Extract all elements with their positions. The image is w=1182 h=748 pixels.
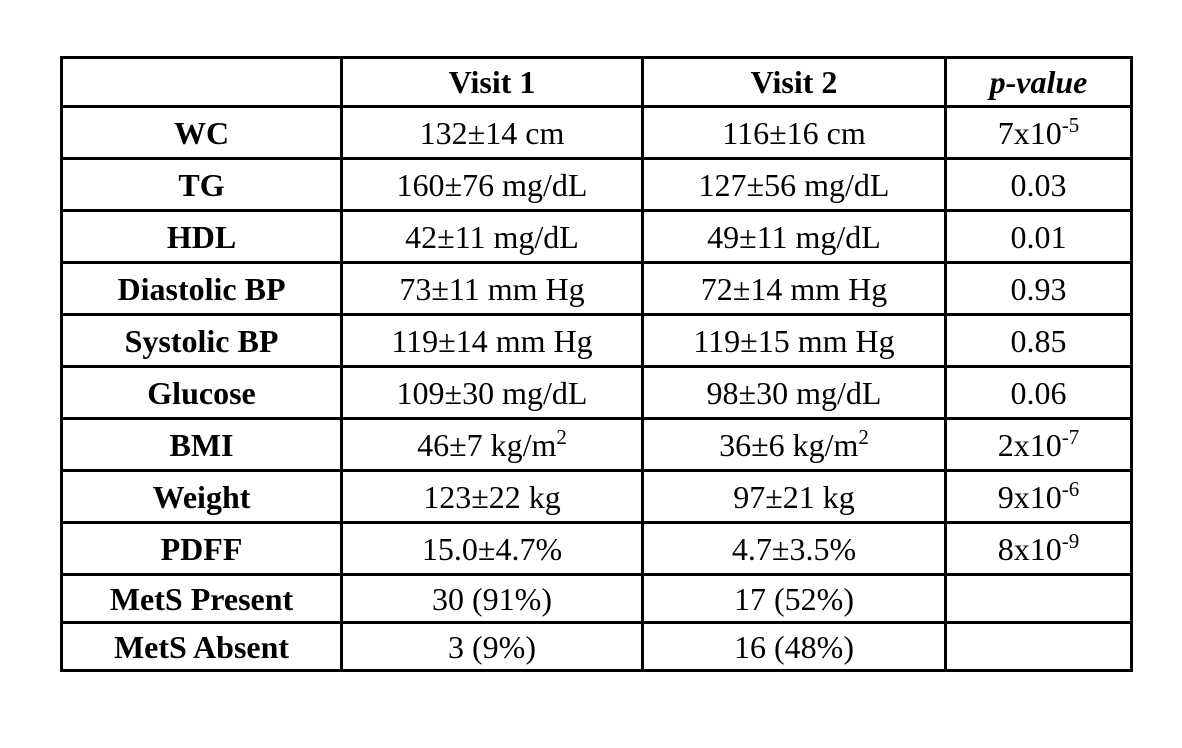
- cell: 16 (48%): [641, 621, 947, 672]
- cell: 49±11 mg/dL: [641, 209, 947, 264]
- row-label: Weight: [60, 469, 343, 524]
- superscript: -7: [1061, 424, 1080, 449]
- cell-text: 9x10: [997, 478, 1062, 515]
- row-label: Diastolic BP: [60, 261, 343, 316]
- row-label: TG: [60, 157, 343, 212]
- row-label: Glucose: [60, 365, 343, 420]
- cell-text: 7x10: [997, 114, 1062, 151]
- cell: 0.06: [944, 365, 1133, 420]
- cell: 17 (52%): [641, 573, 947, 624]
- cell: 0.01: [944, 209, 1133, 264]
- cell-text: 2x10: [997, 426, 1062, 463]
- cell: 123±22 kg: [340, 469, 644, 524]
- table-row: MetS Present 30 (91%) 17 (52%): [60, 573, 1133, 624]
- cell: 98±30 mg/dL: [641, 365, 947, 420]
- header-cell: Visit 2: [641, 56, 947, 108]
- superscript: -9: [1061, 528, 1080, 553]
- row-label: HDL: [60, 209, 343, 264]
- table-row: Systolic BP 119±14 mm Hg 119±15 mm Hg 0.85: [60, 313, 1133, 368]
- table-row: Glucose 109±30 mg/dL 98±30 mg/dL 0.06: [60, 365, 1133, 420]
- cell: 0.93: [944, 261, 1133, 316]
- cell: 36±6 kg/m2: [641, 417, 947, 472]
- cell: 119±14 mm Hg: [340, 313, 644, 368]
- corner-cell: [60, 56, 343, 108]
- superscript: -5: [1061, 112, 1080, 137]
- cell-text: 36±6 kg/m: [719, 426, 859, 463]
- row-label: WC: [60, 105, 343, 160]
- table-row: MetS Absent 3 (9%) 16 (48%): [60, 621, 1133, 672]
- table-row: HDL 42±11 mg/dL 49±11 mg/dL 0.01: [60, 209, 1133, 264]
- cell: 0.03: [944, 157, 1133, 212]
- cell: 3 (9%): [340, 621, 644, 672]
- header-row: Visit 1 Visit 2 p-value: [60, 56, 1133, 108]
- cell: 109±30 mg/dL: [340, 365, 644, 420]
- row-label: Systolic BP: [60, 313, 343, 368]
- data-table: Visit 1 Visit 2 p-value WC 132±14 cm 116±16 c…: [60, 56, 1133, 672]
- cell: 9x10-6: [944, 469, 1133, 524]
- header-cell: p-value: [944, 56, 1133, 108]
- cell: 72±14 mm Hg: [641, 261, 947, 316]
- cell: 127±56 mg/dL: [641, 157, 947, 212]
- table-row: TG 160±76 mg/dL 127±56 mg/dL 0.03: [60, 157, 1133, 212]
- row-label: BMI: [60, 417, 343, 472]
- cell: 160±76 mg/dL: [340, 157, 644, 212]
- cell: 2x10-7: [944, 417, 1133, 472]
- table-row: WC 132±14 cm 116±16 cm 7x10-5: [60, 105, 1133, 160]
- cell-text: 46±7 kg/m: [417, 426, 557, 463]
- cell: 132±14 cm: [340, 105, 644, 160]
- row-label: PDFF: [60, 521, 343, 576]
- cell: 15.0±4.7%: [340, 521, 644, 576]
- table-row: Weight 123±22 kg 97±21 kg 9x10-6: [60, 469, 1133, 524]
- cell: 0.85: [944, 313, 1133, 368]
- table-row: Diastolic BP 73±11 mm Hg 72±14 mm Hg 0.93: [60, 261, 1133, 316]
- cell-text: 8x10: [997, 530, 1062, 567]
- header-cell: Visit 1: [340, 56, 644, 108]
- cell: 7x10-5: [944, 105, 1133, 160]
- cell: 42±11 mg/dL: [340, 209, 644, 264]
- cell: 30 (91%): [340, 573, 644, 624]
- cell: 8x10-9: [944, 521, 1133, 576]
- superscript: -6: [1061, 476, 1080, 501]
- table-row: PDFF 15.0±4.7% 4.7±3.5% 8x10-9: [60, 521, 1133, 576]
- cell: [944, 621, 1133, 672]
- cell: [944, 573, 1133, 624]
- cell: 116±16 cm: [641, 105, 947, 160]
- cell: 46±7 kg/m2: [340, 417, 644, 472]
- superscript: 2: [858, 424, 869, 449]
- cell: 119±15 mm Hg: [641, 313, 947, 368]
- row-label: MetS Present: [60, 573, 343, 624]
- table-row: BMI 46±7 kg/m2 36±6 kg/m2 2x10-7: [60, 417, 1133, 472]
- cell: 73±11 mm Hg: [340, 261, 644, 316]
- superscript: 2: [556, 424, 567, 449]
- cell: 4.7±3.5%: [641, 521, 947, 576]
- row-label: MetS Absent: [60, 621, 343, 672]
- cell: 97±21 kg: [641, 469, 947, 524]
